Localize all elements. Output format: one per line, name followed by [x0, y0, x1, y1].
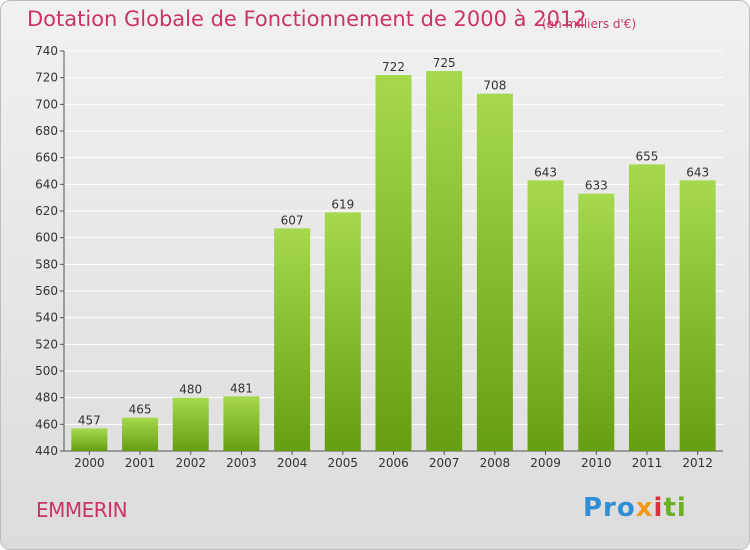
x-tick-label: 2010 [581, 456, 612, 470]
bar [122, 417, 159, 451]
x-tick-label: 2008 [480, 456, 511, 470]
y-tick-label: 620 [35, 204, 58, 218]
value-label: 722 [382, 60, 405, 74]
y-tick-label: 660 [35, 151, 58, 165]
y-tick-label: 640 [35, 177, 58, 191]
x-tick-label: 2009 [530, 456, 561, 470]
value-label: 457 [78, 413, 101, 427]
y-tick-label: 500 [35, 364, 58, 378]
value-label: 465 [129, 403, 152, 417]
bar [527, 180, 564, 452]
value-label: 481 [230, 381, 253, 395]
value-label: 607 [281, 213, 304, 227]
y-tick-label: 520 [35, 337, 58, 351]
y-tick-label: 600 [35, 231, 58, 245]
logo-part-2: x [635, 493, 654, 523]
bar [223, 396, 260, 451]
y-tick-label: 540 [35, 311, 58, 325]
x-tick-label: 2004 [277, 456, 308, 470]
y-tick-label: 460 [35, 417, 58, 431]
value-label: 643 [686, 165, 709, 179]
logo-part-3: i [653, 493, 664, 523]
logo-part-1: Pro [583, 493, 636, 523]
bar [578, 193, 615, 451]
x-tick-label: 2007 [429, 456, 460, 470]
x-tick-label: 2002 [175, 456, 206, 470]
bar [375, 75, 412, 451]
y-tick-label: 740 [35, 44, 58, 58]
x-tick-label: 2001 [125, 456, 156, 470]
bar [476, 93, 513, 452]
x-tick-label: 2000 [74, 456, 105, 470]
value-label: 633 [585, 179, 608, 193]
bar [324, 212, 361, 451]
units-label: (en milliers d'€) [542, 17, 637, 31]
y-tick-label: 700 [35, 97, 58, 111]
bar [274, 228, 311, 451]
bar [628, 164, 665, 452]
axes: 440 460 480 500 520 540 560 580 600 620 640 660 680 7… [35, 44, 723, 470]
y-tick-label: 680 [35, 124, 58, 138]
value-label: 619 [331, 197, 354, 211]
x-tick-label: 2011 [632, 456, 663, 470]
bar [71, 428, 108, 451]
commune-name: EMMERIN [36, 498, 128, 522]
x-tick-label: 2003 [226, 456, 257, 470]
bar [172, 397, 209, 451]
bars [71, 71, 716, 452]
logo-part-4: ti [663, 493, 687, 523]
value-label: 725 [433, 56, 456, 70]
y-tick-label: 480 [35, 391, 58, 405]
value-label: 708 [483, 79, 506, 93]
x-tick-label: 2012 [682, 456, 713, 470]
y-tick-label: 440 [35, 444, 58, 458]
y-tick-label: 720 [35, 71, 58, 85]
y-tick-label: 580 [35, 257, 58, 271]
x-tick-label: 2005 [328, 456, 359, 470]
value-labels: 457 465 480 481 607 619 722 725 708 643 633 655 643 [78, 56, 709, 427]
bar [426, 71, 463, 451]
proxiti-logo[interactable]: Proxiti [583, 493, 687, 523]
value-label: 655 [636, 149, 659, 163]
x-tick-label: 2006 [378, 456, 409, 470]
chart-title: Dotation Globale de Fonctionnement de 20… [27, 7, 587, 31]
value-label: 480 [179, 383, 202, 397]
bar [679, 180, 716, 452]
y-tick-label: 560 [35, 284, 58, 298]
value-label: 643 [534, 165, 557, 179]
